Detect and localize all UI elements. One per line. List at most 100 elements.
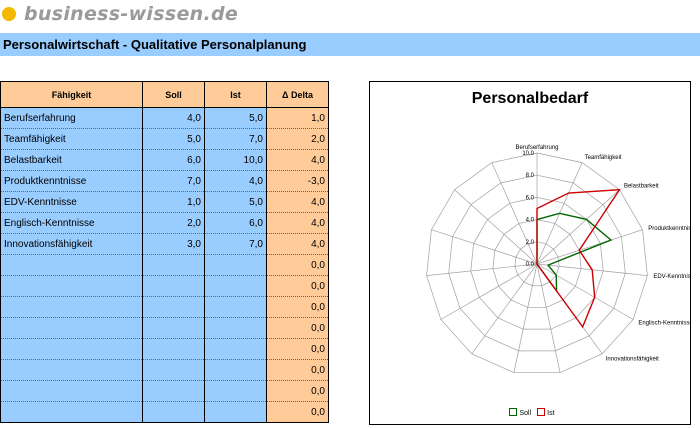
- cell-skill[interactable]: Berufserfahrung: [0, 107, 143, 129]
- cell-soll[interactable]: [142, 401, 205, 423]
- tick-label: 10,0: [522, 151, 534, 157]
- grid-spoke: [471, 263, 538, 355]
- cell-ist[interactable]: [204, 401, 267, 423]
- cell-ist[interactable]: 5,0: [204, 107, 267, 129]
- cell-delta[interactable]: -3,0: [266, 170, 329, 192]
- cell-skill[interactable]: Produktkenntnisse: [0, 170, 143, 192]
- cell-soll[interactable]: [142, 296, 205, 318]
- grid-spoke: [431, 229, 538, 265]
- grid-spoke: [454, 189, 538, 265]
- header-ist: Ist: [204, 81, 267, 108]
- cell-delta[interactable]: 0,0: [266, 380, 329, 402]
- cell-delta[interactable]: 0,0: [266, 338, 329, 360]
- cell-ist[interactable]: [204, 275, 267, 297]
- table-row: Innovationsfähigkeit 3,0 7,0 4,0: [0, 233, 329, 255]
- axis-label: Belastbarkeit: [624, 184, 659, 190]
- cell-skill[interactable]: [0, 296, 143, 318]
- cell-soll[interactable]: 7,0: [142, 170, 205, 192]
- cell-ist[interactable]: 4,0: [204, 170, 267, 192]
- table-row: 0,0: [0, 359, 329, 381]
- chart-legend: Soll Ist: [370, 408, 690, 417]
- cell-ist[interactable]: [204, 380, 267, 402]
- cell-skill[interactable]: Englisch-Kenntnisse: [0, 212, 143, 234]
- axis-label: Teamfähigkeit: [585, 155, 622, 161]
- cell-skill[interactable]: Belastbarkeit: [0, 149, 143, 171]
- radar-chart: Personalbedarf 0,0 2,0 4,0 6,0 8,0 10,0 Berufs…: [369, 81, 691, 425]
- grid-spoke: [491, 162, 538, 265]
- cell-delta[interactable]: 4,0: [266, 149, 329, 171]
- cell-soll[interactable]: [142, 338, 205, 360]
- tick-label: 8,0: [526, 173, 535, 179]
- cell-delta[interactable]: 0,0: [266, 401, 329, 423]
- cell-ist[interactable]: [204, 254, 267, 276]
- cell-skill[interactable]: Teamfähigkeit: [0, 128, 143, 150]
- cell-delta[interactable]: 0,0: [266, 296, 329, 318]
- cell-skill[interactable]: [0, 317, 143, 339]
- header-skill: Fähigkeit: [0, 81, 143, 108]
- grid-spoke: [536, 189, 620, 265]
- cell-ist[interactable]: 7,0: [204, 128, 267, 150]
- cell-skill[interactable]: Innovationsfähigkeit: [0, 233, 143, 255]
- cell-skill[interactable]: [0, 275, 143, 297]
- table-row: 0,0: [0, 338, 329, 360]
- chart-title: Personalbedarf: [471, 90, 589, 107]
- cell-ist[interactable]: [204, 359, 267, 381]
- cell-delta[interactable]: 0,0: [266, 254, 329, 276]
- header-delta: Δ Delta: [266, 81, 329, 108]
- cell-skill[interactable]: [0, 401, 143, 423]
- table-row: 0,0: [0, 380, 329, 402]
- cell-soll[interactable]: [142, 275, 205, 297]
- cell-soll[interactable]: [142, 359, 205, 381]
- sun-dot-icon: [2, 7, 16, 21]
- table-row: 0,0: [0, 296, 329, 318]
- cell-ist[interactable]: [204, 317, 267, 339]
- grid-ring: [492, 219, 582, 308]
- cell-delta[interactable]: 4,0: [266, 233, 329, 255]
- cell-delta[interactable]: 2,0: [266, 128, 329, 150]
- cell-soll[interactable]: 2,0: [142, 212, 205, 234]
- cell-ist[interactable]: 5,0: [204, 191, 267, 213]
- cell-delta[interactable]: 4,0: [266, 212, 329, 234]
- cell-soll[interactable]: [142, 254, 205, 276]
- cell-soll[interactable]: [142, 317, 205, 339]
- cell-delta[interactable]: 4,0: [266, 191, 329, 213]
- cell-ist[interactable]: 6,0: [204, 212, 267, 234]
- grid-spoke: [536, 263, 634, 320]
- table-row: EDV-Kenntnisse 1,0 5,0 4,0: [0, 191, 329, 213]
- cell-delta[interactable]: 0,0: [266, 359, 329, 381]
- legend-label-soll: Soll: [519, 410, 532, 417]
- cell-ist[interactable]: 10,0: [204, 149, 267, 171]
- cell-soll[interactable]: 3,0: [142, 233, 205, 255]
- table-row: Berufserfahrung 4,0 5,0 1,0: [0, 107, 329, 129]
- cell-skill[interactable]: [0, 380, 143, 402]
- cell-ist[interactable]: 7,0: [204, 233, 267, 255]
- table-row: 0,0: [0, 401, 329, 423]
- cell-ist[interactable]: [204, 338, 267, 360]
- grid-spoke: [513, 263, 538, 373]
- axis-label: Produktkenntnisse: [648, 226, 690, 232]
- legend-label-ist: Ist: [547, 410, 555, 417]
- cell-skill[interactable]: [0, 254, 143, 276]
- cell-delta[interactable]: 1,0: [266, 107, 329, 129]
- cell-delta[interactable]: 0,0: [266, 317, 329, 339]
- axis-label: Innovationsfähigkeit: [606, 357, 659, 363]
- cell-soll[interactable]: 4,0: [142, 107, 205, 129]
- cell-skill[interactable]: [0, 359, 143, 381]
- cell-skill[interactable]: [0, 338, 143, 360]
- grid-spoke: [536, 229, 643, 265]
- cell-delta[interactable]: 0,0: [266, 275, 329, 297]
- logo: business-wissen.de: [0, 0, 238, 28]
- grid-spoke: [426, 263, 538, 276]
- cell-soll[interactable]: 5,0: [142, 128, 205, 150]
- cell-soll[interactable]: 6,0: [142, 149, 205, 171]
- axis-label: Berufserfahrung: [515, 145, 558, 151]
- cell-ist[interactable]: [204, 296, 267, 318]
- cell-soll[interactable]: 1,0: [142, 191, 205, 213]
- table-row: 0,0: [0, 275, 329, 297]
- table-header-row: Fähigkeit Soll Ist Δ Delta: [0, 81, 329, 108]
- cell-skill[interactable]: EDV-Kenntnisse: [0, 191, 143, 213]
- cell-soll[interactable]: [142, 380, 205, 402]
- tick-label: 4,0: [526, 218, 535, 224]
- title-bar: Personalwirtschaft - Qualitative Persona…: [0, 33, 700, 56]
